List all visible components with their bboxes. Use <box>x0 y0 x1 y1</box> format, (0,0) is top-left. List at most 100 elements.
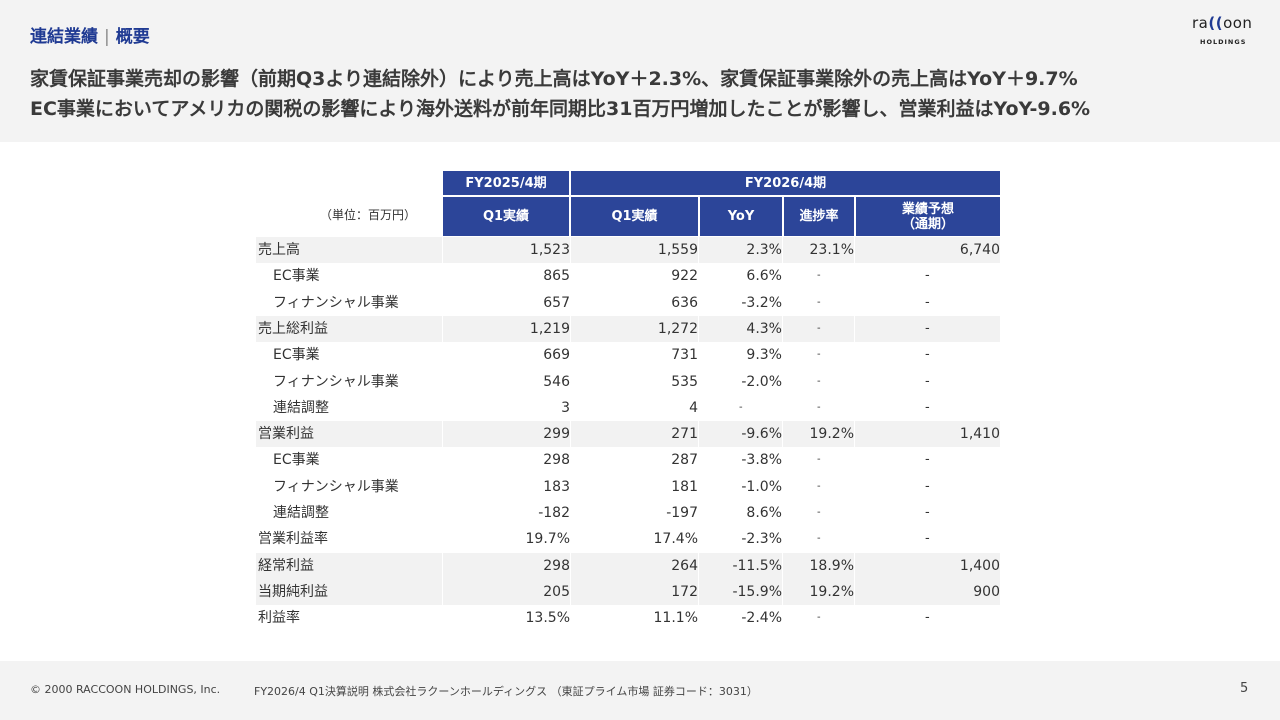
column-separator <box>698 421 699 448</box>
column-separator <box>442 342 443 369</box>
column-separator <box>442 447 443 474</box>
q1-cell: 271 <box>671 426 698 443</box>
column-separator <box>854 237 855 263</box>
forecast-cell: 900 <box>973 583 1000 600</box>
progress-cell: - <box>817 322 821 334</box>
column-separator <box>854 526 855 553</box>
row-label: フィナンシャル事業 <box>273 478 399 495</box>
forecast-cell: - <box>925 452 930 468</box>
column-separator <box>442 605 443 632</box>
column-separator <box>698 237 699 263</box>
logo-wordmark: ra((oon <box>1192 14 1253 32</box>
column-separator <box>782 526 783 553</box>
header-forecast-line-2: （通期） <box>901 216 954 232</box>
section-separator: | <box>104 27 110 47</box>
yoy-cell: -15.9% <box>732 583 782 600</box>
forecast-cell: - <box>925 399 930 415</box>
yoy-cell: -9.6% <box>741 426 782 443</box>
unit-label: （単位：百万円） <box>320 208 417 222</box>
q1-cell: 535 <box>671 373 698 390</box>
row-label: EC事業 <box>273 347 320 364</box>
column-separator <box>570 394 571 421</box>
q1-cell: 17.4% <box>653 531 698 548</box>
forecast-cell: 6,740 <box>959 242 1000 258</box>
column-separator <box>782 552 783 579</box>
column-separator <box>442 578 443 605</box>
column-separator <box>698 578 699 605</box>
column-separator <box>698 605 699 632</box>
row-label: 連結調整 <box>273 399 329 416</box>
column-separator <box>782 263 783 290</box>
column-separator <box>782 447 783 474</box>
yoy-cell: -2.0% <box>741 373 782 390</box>
section-name: 連結業績 <box>30 27 98 47</box>
prev-q1-cell: 865 <box>543 268 570 285</box>
q1-cell: 264 <box>671 557 698 574</box>
q1-cell: 636 <box>671 294 698 311</box>
row-label: 当期純利益 <box>258 583 328 600</box>
column-separator <box>854 447 855 474</box>
prev-q1-cell: 298 <box>543 452 570 469</box>
column-separator <box>442 315 443 342</box>
header-forecast-line-1: 業績予想 <box>901 201 954 217</box>
header-band <box>0 0 1280 142</box>
table-row: 利益率 13.5% 11.1% -2.4% - - <box>256 605 1000 632</box>
progress-cell: 19.2% <box>809 583 854 600</box>
yoy-cell: 6.6% <box>746 268 782 285</box>
prev-q1-cell: 205 <box>543 583 570 600</box>
prev-q1-cell: 546 <box>543 373 570 390</box>
column-separator <box>570 552 571 579</box>
column-separator <box>698 263 699 290</box>
table-row: 連結調整 3 4 - - - <box>256 394 1000 421</box>
column-separator <box>570 473 571 500</box>
column-separator <box>782 368 783 395</box>
yoy-cell: 4.3% <box>746 320 782 337</box>
q1-cell: 1,559 <box>657 242 698 258</box>
headline-line-1: 家賃保証事業売却の影響（前期Q3より連結除外）により売上高はYoY＋2.3%、家… <box>30 68 1078 90</box>
header-yoy: YoY <box>700 197 782 236</box>
column-separator <box>442 500 443 526</box>
table-row: フィナンシャル事業 183 181 -1.0% - - <box>256 473 1000 500</box>
headline: 家賃保証事業売却の影響（前期Q3より連結除外）により売上高はYoY＋2.3%、家… <box>30 64 1090 124</box>
column-separator <box>854 500 855 526</box>
column-separator <box>854 578 855 605</box>
column-separator <box>782 421 783 448</box>
page-number: 5 <box>1240 681 1249 696</box>
yoy-cell: -3.8% <box>741 452 782 469</box>
column-separator <box>570 342 571 369</box>
headline-line-2: EC事業においてアメリカの関税の影響により海外送料が前年同期比31百万円増加した… <box>30 98 1091 120</box>
progress-cell: - <box>817 401 821 413</box>
forecast-cell: - <box>925 320 930 336</box>
row-label: 売上高 <box>258 242 300 258</box>
column-separator <box>570 605 571 632</box>
prev-q1-cell: 1,219 <box>529 320 570 337</box>
footer-band <box>0 661 1280 720</box>
column-separator <box>782 473 783 500</box>
yoy-cell: 8.6% <box>746 505 782 521</box>
company-logo: ra((oon HOLDINGS <box>1190 14 1262 50</box>
header-prev-q1: Q1実績 <box>443 197 569 236</box>
column-separator <box>782 289 783 316</box>
table-row: EC事業 865 922 6.6% - - <box>256 263 1000 290</box>
progress-cell: - <box>817 612 821 624</box>
row-label: フィナンシャル事業 <box>273 373 399 390</box>
prev-q1-cell: -182 <box>538 505 570 521</box>
table-row: EC事業 298 287 -3.8% - - <box>256 447 1000 474</box>
row-label: EC事業 <box>273 452 320 469</box>
column-separator <box>782 394 783 421</box>
yoy-cell: -1.0% <box>741 478 782 495</box>
forecast-cell: - <box>925 347 930 363</box>
header-fy2025: FY2025/4期 <box>443 171 569 195</box>
progress-cell: - <box>817 507 821 518</box>
column-separator <box>782 315 783 342</box>
q1-cell: 287 <box>671 452 698 469</box>
column-separator <box>442 289 443 316</box>
progress-cell: - <box>817 349 821 361</box>
logo-subtitle: HOLDINGS <box>1200 38 1247 46</box>
column-separator <box>698 315 699 342</box>
column-separator <box>698 342 699 369</box>
progress-cell: - <box>817 375 821 387</box>
column-separator <box>570 368 571 395</box>
forecast-cell: 1,410 <box>959 426 1000 443</box>
column-separator <box>782 500 783 526</box>
